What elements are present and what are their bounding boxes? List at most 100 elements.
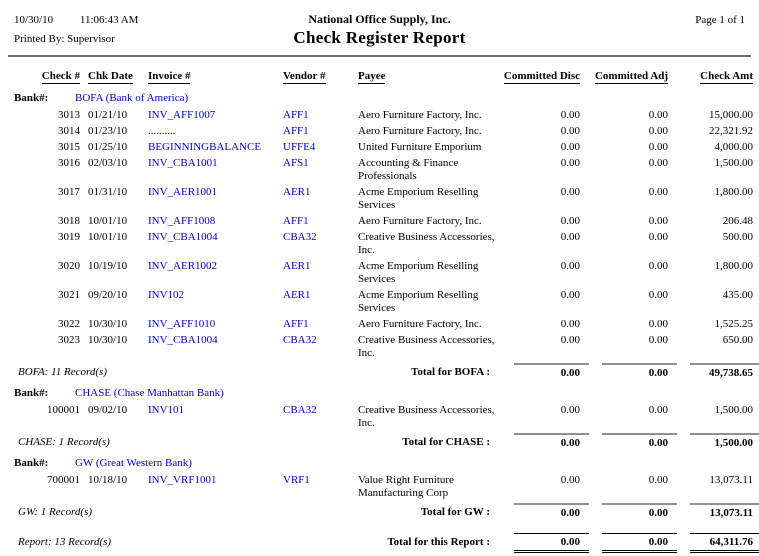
committed-disc-cell: 0.00 [560, 215, 580, 227]
header-line-2: Printed By: Supervisor Check Register Re… [14, 28, 745, 48]
report-total-committed-disc: 0.00 [514, 533, 589, 553]
invoice-link[interactable]: INV_CBA1001 [148, 157, 218, 169]
check-amt-cell: 22,321.92 [709, 125, 753, 137]
table-row: 3013 01/21/10 INV_AFF1007 AFF1 Aero Furn… [14, 109, 759, 122]
printed-by: Printed By: Supervisor [14, 33, 115, 45]
committed-disc-cell: 0.00 [560, 157, 580, 169]
vendor-link[interactable]: CBA32 [283, 334, 317, 346]
vendor-link[interactable]: AER1 [283, 186, 311, 198]
check-number-cell: 3015 [58, 141, 80, 153]
invoice-link[interactable]: INV_AER1001 [148, 186, 218, 198]
vendor-link[interactable]: AFF1 [283, 125, 309, 137]
bank-number-label: Bank#: [14, 92, 49, 104]
invoice-link[interactable]: INV_AFF1008 [148, 215, 216, 227]
committed-adj-cell: 0.00 [648, 404, 668, 416]
vendor-link[interactable]: VRF1 [283, 474, 310, 486]
bank-total-committed-disc: 0.00 [514, 363, 589, 380]
committed-adj-cell: 0.00 [648, 334, 668, 346]
chk-date-cell: 01/23/10 [88, 125, 128, 137]
bank-total-label: Total for BOFA : [411, 366, 490, 378]
check-number-cell: 100001 [47, 404, 80, 416]
company-name: National Office Supply, Inc. [308, 12, 451, 26]
bank-name-link[interactable]: GW (Great Western Bank) [75, 457, 192, 469]
chk-date-cell: 10/01/10 [88, 231, 128, 243]
committed-adj-cell: 0.00 [648, 186, 668, 198]
table-row: 700001 10/18/10 INV_VRF1001 VRF1 Value R… [14, 474, 759, 500]
committed-adj-cell: 0.00 [648, 125, 668, 137]
report-total-check-amt: 64,311.76 [690, 533, 759, 553]
bank-section: Bank#: BOFA (Bank of America) 3013 01/21/… [14, 92, 759, 380]
bank-section: Bank#: GW (Great Western Bank) 700001 10/… [14, 457, 759, 520]
vendor-link[interactable]: CBA32 [283, 404, 317, 416]
payee-cell: Creative Business Accessories, Inc. [358, 404, 495, 429]
payee-cell: Value Right Furniture Manufacturing Corp [358, 474, 454, 499]
committed-disc-cell: 0.00 [560, 125, 580, 137]
invoice-link[interactable]: INV101 [148, 404, 185, 416]
bank-name-link[interactable]: CHASE (Chase Manhattan Bank) [75, 387, 224, 399]
invoice-link[interactable]: .......... [148, 125, 176, 137]
bank-number-label: Bank#: [14, 387, 49, 399]
bank-number-label: Bank#: [14, 457, 49, 469]
chk-date-cell: 10/30/10 [88, 318, 128, 330]
report-total-row: Report: 13 Record(s) Total for this Repo… [14, 533, 759, 553]
column-header-check-amt: Check Amt [700, 70, 753, 84]
invoice-link[interactable]: INV_AFF1010 [148, 318, 216, 330]
check-amt-cell: 1,800.00 [714, 186, 754, 198]
column-header-committed-disc: Committed Disc [503, 70, 580, 84]
report-date: 10/30/10 [14, 14, 54, 26]
chk-date-cell: 10/19/10 [88, 260, 128, 272]
vendor-link[interactable]: CBA32 [283, 231, 317, 243]
invoice-link[interactable]: INV_CBA1004 [148, 231, 218, 243]
page-indicator: Page 1 of 1 [695, 14, 745, 26]
payee-cell: Accounting & Finance Professionals [358, 157, 459, 182]
committed-adj-cell: 0.00 [648, 157, 668, 169]
table-row: 3014 01/23/10 .......... AFF1 Aero Furni… [14, 125, 759, 138]
vendor-link[interactable]: AFS1 [283, 157, 309, 169]
bank-name-link[interactable]: BOFA (Bank of America) [75, 92, 189, 104]
invoice-link[interactable]: INV_VRF1001 [148, 474, 217, 486]
chk-date-cell: 01/21/10 [88, 109, 128, 121]
invoice-link[interactable]: INV_AFF1007 [148, 109, 216, 121]
committed-adj-cell: 0.00 [648, 289, 668, 301]
payee-cell: Acme Emporium Reselling Services [358, 186, 479, 211]
bank-header-row: Bank#: CHASE (Chase Manhattan Bank) [14, 387, 759, 399]
check-number-cell: 3021 [58, 289, 80, 301]
chk-date-cell: 01/25/10 [88, 141, 128, 153]
vendor-link[interactable]: AFF1 [283, 109, 309, 121]
check-amt-cell: 1,800.00 [714, 260, 754, 272]
invoice-link[interactable]: INV_CBA1004 [148, 334, 218, 346]
bank-total-row: GW: 1 Record(s) Total for GW : 0.00 0.00… [14, 503, 759, 520]
check-number-cell: 3023 [58, 334, 80, 346]
report-total-committed-adj: 0.00 [602, 533, 677, 553]
check-number-cell: 3018 [58, 215, 80, 227]
vendor-link[interactable]: AER1 [283, 289, 311, 301]
bank-total-committed-disc: 0.00 [514, 433, 589, 450]
check-amt-cell: 4,000.00 [714, 141, 754, 153]
committed-disc-cell: 0.00 [560, 109, 580, 121]
vendor-link[interactable]: AFF1 [283, 318, 309, 330]
invoice-link[interactable]: INV_AER1002 [148, 260, 218, 272]
header-divider [8, 55, 751, 57]
payee-cell: United Furniture Emporium [358, 141, 482, 153]
check-amt-cell: 206.48 [722, 215, 753, 227]
invoice-link[interactable]: BEGINNINGBALANCE [148, 141, 262, 153]
bank-section: Bank#: CHASE (Chase Manhattan Bank) 10000… [14, 387, 759, 450]
column-header-vendor: Vendor # [283, 70, 326, 84]
chk-date-cell: 10/30/10 [88, 334, 128, 346]
invoice-link[interactable]: INV102 [148, 289, 185, 301]
check-number-cell: 3017 [58, 186, 80, 198]
chk-date-cell: 01/31/10 [88, 186, 128, 198]
vendor-link[interactable]: AER1 [283, 260, 311, 272]
vendor-link[interactable]: UFFE4 [283, 141, 316, 153]
column-header-row: Check # Chk Date Invoice # Vendor # Paye… [14, 70, 759, 84]
bank-total-label: Total for CHASE : [402, 436, 490, 448]
vendor-link[interactable]: AFF1 [283, 215, 309, 227]
committed-disc-cell: 0.00 [560, 289, 580, 301]
check-number-cell: 700001 [47, 474, 80, 486]
report-total-label: Total for this Report : [387, 536, 490, 548]
payee-cell: Acme Emporium Reselling Services [358, 289, 479, 314]
check-amt-cell: 1,525.25 [714, 318, 754, 330]
chk-date-cell: 10/01/10 [88, 215, 128, 227]
payee-cell: Aero Furniture Factory, Inc. [358, 318, 482, 330]
check-number-cell: 3020 [58, 260, 80, 272]
